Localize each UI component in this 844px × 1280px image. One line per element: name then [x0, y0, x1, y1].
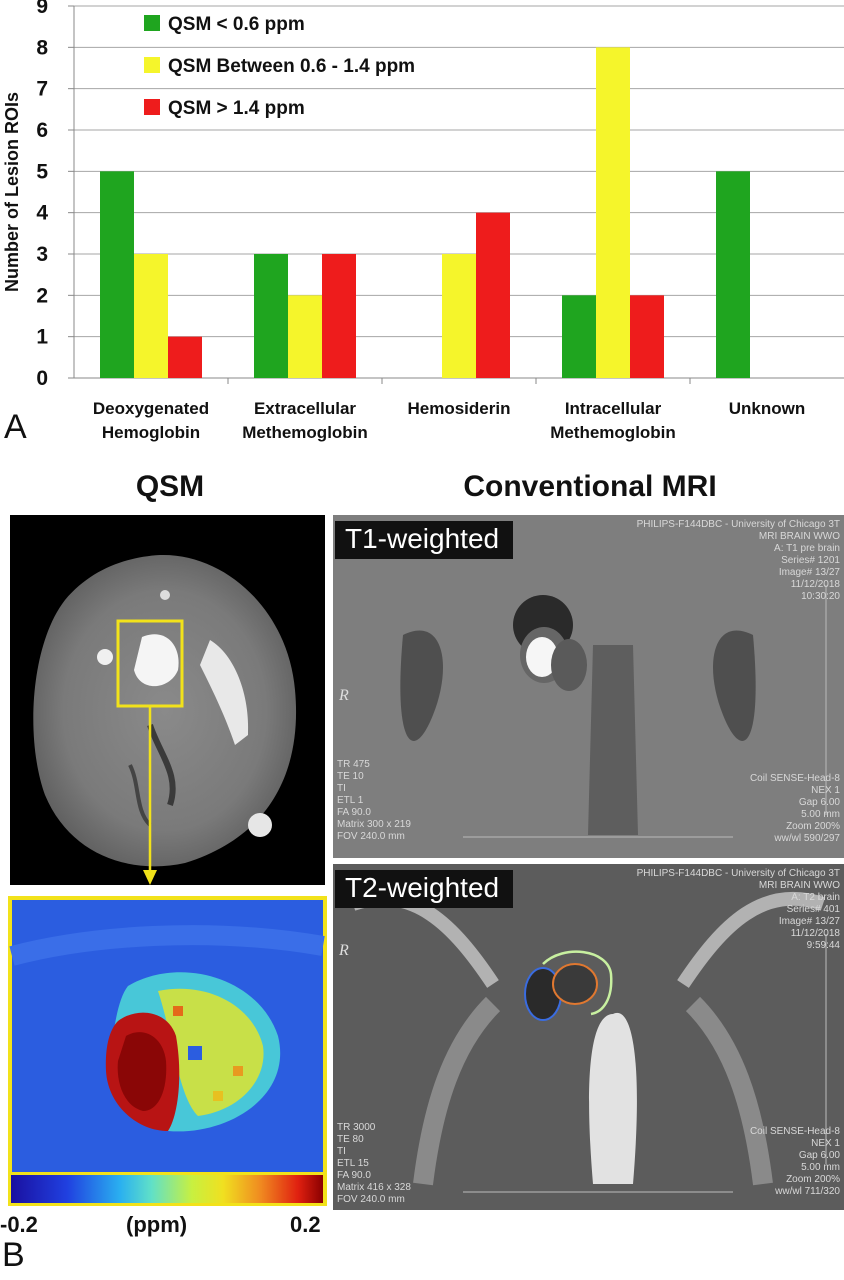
y-tick-label: 9 — [36, 0, 48, 18]
lesion-bar-chart: 0 1 2 3 4 5 6 7 8 9 Number of Lesion ROIs Deoxygena… — [2, 0, 844, 442]
y-axis-label: Number of Lesion ROIs — [2, 92, 22, 292]
legend-label: QSM < 0.6 ppm — [168, 14, 305, 35]
t2-header-text: PHILIPS-F144DBC - University of Chicago … — [636, 868, 840, 951]
x-category-label: Extracellular — [254, 399, 356, 418]
t1-params-left: TR 475 TE 10 TI ETL 1 FA 90.0 Matrix 300… — [337, 759, 411, 842]
legend-swatch — [144, 15, 160, 31]
x-category-label: Methemoglobin — [242, 423, 368, 442]
y-tick-label: 3 — [36, 243, 48, 266]
t1-header-text: PHILIPS-F144DBC - University of Chicago … — [636, 519, 840, 602]
x-category-label: Unknown — [729, 399, 806, 418]
bar — [134, 254, 168, 378]
colorbar-max-label: 0.2 — [290, 1212, 321, 1237]
qsm-axial-image — [10, 515, 325, 885]
t1-params-right: Coil SENSE-Head-8 NEX 1 Gap 6.00 5.00 mm… — [749, 773, 840, 844]
bar — [476, 212, 510, 378]
y-tick-label: 8 — [36, 36, 48, 59]
bar — [322, 254, 356, 378]
colorbar-min-label: -0.2 — [0, 1212, 38, 1237]
y-tick-label: 6 — [36, 119, 48, 142]
t2-params-left: TR 3000 TE 80 TI ETL 15 FA 90.0 Matrix 4… — [337, 1122, 411, 1205]
qsm-zoom-image — [8, 896, 327, 1206]
x-category-label: Methemoglobin — [550, 423, 676, 442]
y-tick-label: 2 — [36, 284, 48, 307]
qsm-colorbar — [8, 1172, 326, 1206]
y-tick-label: 4 — [36, 202, 48, 225]
legend-label: QSM > 1.4 ppm — [168, 98, 305, 119]
bar — [562, 295, 596, 378]
bar — [442, 254, 476, 378]
y-tick-label: 0 — [36, 367, 48, 390]
y-tick-label: 1 — [36, 326, 48, 349]
t2-mri-image: T2-weighted PHILIPS-F144DBC - University… — [333, 864, 844, 1210]
qsm-title: QSM — [135, 470, 205, 503]
x-category-label: Hemosiderin — [408, 399, 511, 418]
bar — [168, 336, 202, 378]
bar — [254, 254, 288, 378]
bar — [716, 171, 750, 378]
colorbar-unit-label: (ppm) — [126, 1212, 188, 1237]
t2-orientation-r: R — [339, 942, 349, 959]
conventional-mri-title: Conventional MRI — [463, 470, 717, 503]
panel-label-a: A — [4, 408, 27, 446]
y-tick-label: 5 — [36, 160, 48, 183]
y-tick-label: 7 — [36, 78, 48, 101]
bar — [100, 171, 134, 378]
x-category-label: Deoxygenated — [93, 399, 209, 418]
t2-label: T2-weighted — [335, 870, 514, 908]
legend-swatch — [144, 57, 160, 73]
bar — [288, 295, 322, 378]
bar — [596, 47, 630, 378]
t1-orientation-r: R — [339, 687, 349, 704]
x-category-label: Intracellular — [565, 399, 662, 418]
legend-label: QSM Between 0.6 - 1.4 ppm — [168, 56, 415, 77]
t2-params-right: Coil SENSE-Head-8 NEX 1 Gap 6.00 5.00 mm… — [749, 1126, 840, 1197]
legend-swatch — [144, 99, 160, 115]
x-category-label: Hemoglobin — [102, 423, 200, 442]
panel-label-b: B — [2, 1236, 25, 1274]
bar — [630, 295, 664, 378]
t1-mri-image: T1-weighted PHILIPS-F144DBC - University… — [333, 515, 844, 858]
t1-label: T1-weighted — [335, 521, 514, 559]
